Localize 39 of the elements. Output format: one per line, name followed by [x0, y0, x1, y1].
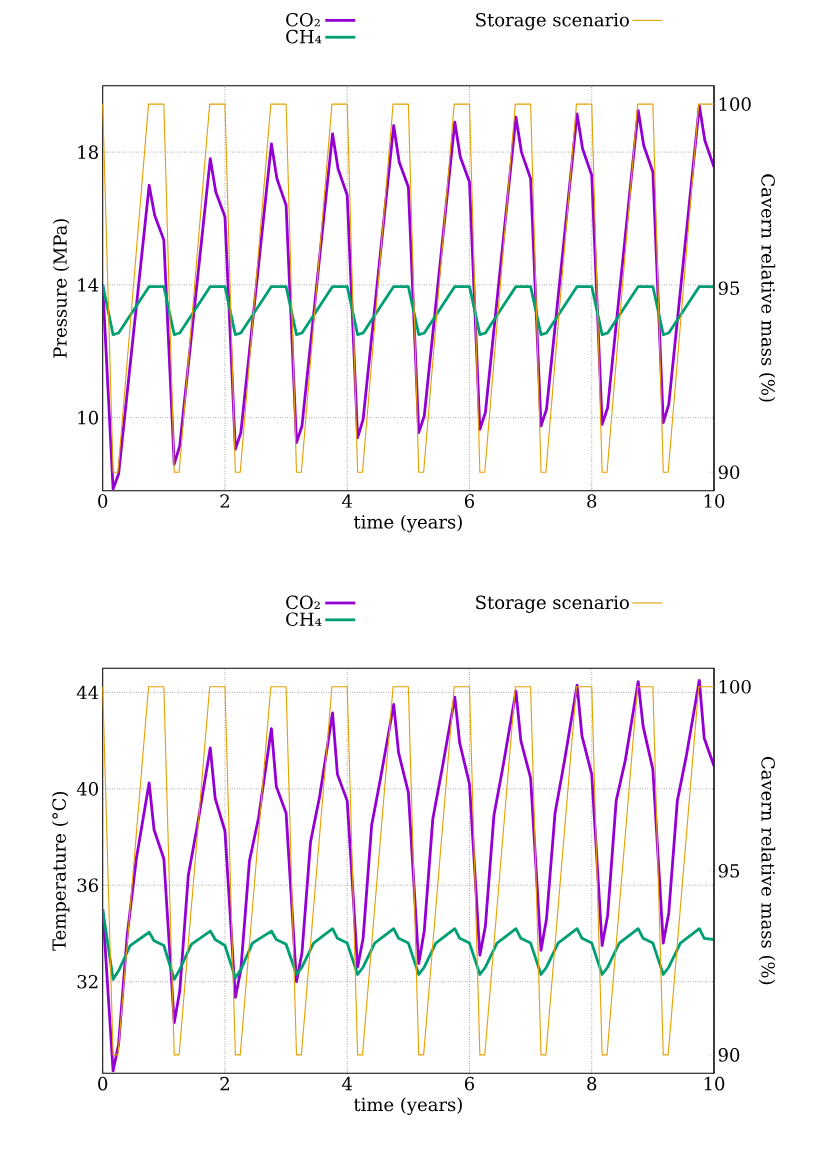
- y-axis-title: Pressure (MPa): [52, 219, 70, 358]
- legend-label: CO₂: [286, 12, 320, 27]
- legend-label: CO₂: [286, 595, 320, 610]
- line-series: [102, 907, 714, 981]
- y-tick-label: 44: [76, 685, 99, 700]
- legend-label: Storage scenario: [476, 595, 629, 613]
- y-tick-label: 32: [77, 974, 98, 989]
- y2-tick-label: 90: [718, 465, 740, 480]
- y2-axis-title: Cavern relative mass (%): [758, 174, 776, 402]
- y-tick-label: 40: [76, 782, 98, 796]
- y-tick-label: 14: [78, 278, 99, 292]
- x-tick-label: 6: [464, 1076, 475, 1091]
- y2-tick-label: 90: [718, 1048, 740, 1062]
- y-axis-title: Temperature (°C): [51, 792, 70, 951]
- y2-tick-label: 95: [718, 281, 740, 295]
- y-tick-label: 10: [78, 410, 98, 425]
- x-tick-label: 0: [98, 1076, 108, 1091]
- x-tick-label: 2: [220, 1076, 229, 1091]
- y-tick-label: 18: [78, 145, 98, 159]
- x-tick-label: 10: [704, 494, 725, 508]
- legend-label: CH₄: [286, 29, 322, 44]
- x-tick-label: 8: [587, 1076, 597, 1091]
- y2-tick-label: 95: [718, 863, 740, 878]
- y2-tick-label: 100: [719, 679, 751, 694]
- x-axis-title: time (years): [353, 1097, 462, 1115]
- x-axis-title: time (years): [353, 514, 462, 533]
- y2-tick-label: 100: [719, 97, 751, 111]
- y-tick-label: 36: [77, 878, 99, 893]
- x-tick-label: 4: [342, 1076, 353, 1091]
- legend-label: CH₄: [286, 612, 322, 627]
- line-series: [102, 283, 714, 337]
- legend-label: Storage scenario: [476, 12, 629, 31]
- x-tick-label: 0: [98, 494, 108, 508]
- x-tick-label: 8: [587, 494, 597, 508]
- x-tick-label: 6: [464, 494, 475, 508]
- x-tick-label: 4: [342, 494, 353, 508]
- x-tick-label: 10: [704, 1076, 725, 1091]
- x-tick-label: 2: [220, 494, 229, 508]
- y2-axis-title: Cavern relative mass (%): [758, 756, 776, 985]
